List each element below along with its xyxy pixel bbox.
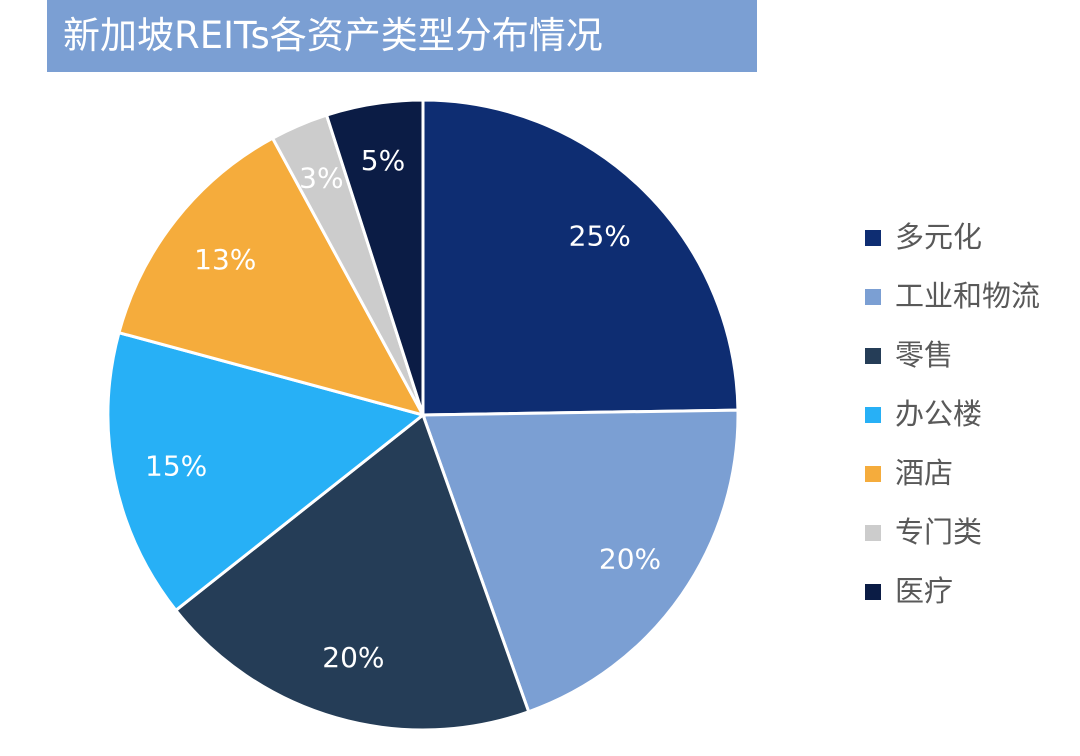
data-label: 25% (569, 219, 631, 252)
data-label: 13% (194, 243, 256, 276)
legend-item: 酒店 (865, 458, 1040, 517)
legend-item: 专门类 (865, 517, 1040, 576)
legend-label: 零售 (895, 338, 954, 372)
legend-swatch (865, 230, 881, 246)
legend-label: 酒店 (895, 456, 954, 490)
legend-item: 多元化 (865, 222, 1040, 281)
chart-title: 新加坡REITs各资产类型分布情况 (47, 0, 757, 72)
legend-item: 工业和物流 (865, 281, 1040, 340)
pie-slice-0 (421, 98, 740, 417)
pie-slice-2 (173, 412, 531, 732)
data-label: 20% (599, 543, 661, 576)
data-label: 20% (322, 641, 384, 674)
legend-item: 医疗 (865, 576, 1040, 635)
data-label: 5% (361, 144, 405, 177)
legend-swatch (865, 289, 881, 305)
legend-label: 医疗 (895, 574, 954, 608)
pie-slice-3 (106, 330, 427, 613)
legend-label: 专门类 (895, 515, 983, 549)
legend-swatch (865, 525, 881, 541)
legend: 多元化工业和物流零售办公楼酒店专门类医疗 (865, 222, 1040, 635)
data-label: 3% (299, 162, 343, 195)
legend-swatch (865, 584, 881, 600)
legend-label: 多元化 (895, 220, 983, 254)
legend-label: 办公楼 (895, 397, 983, 431)
pie-slice-4 (117, 136, 426, 418)
legend-label: 工业和物流 (895, 279, 1041, 313)
data-label: 15% (145, 450, 207, 483)
legend-swatch (865, 407, 881, 423)
pie-slice-6 (324, 98, 425, 416)
legend-item: 办公楼 (865, 399, 1040, 458)
legend-swatch (865, 466, 881, 482)
pie-slice-1 (420, 408, 740, 714)
legend-swatch (865, 348, 881, 364)
legend-item: 零售 (865, 340, 1040, 399)
